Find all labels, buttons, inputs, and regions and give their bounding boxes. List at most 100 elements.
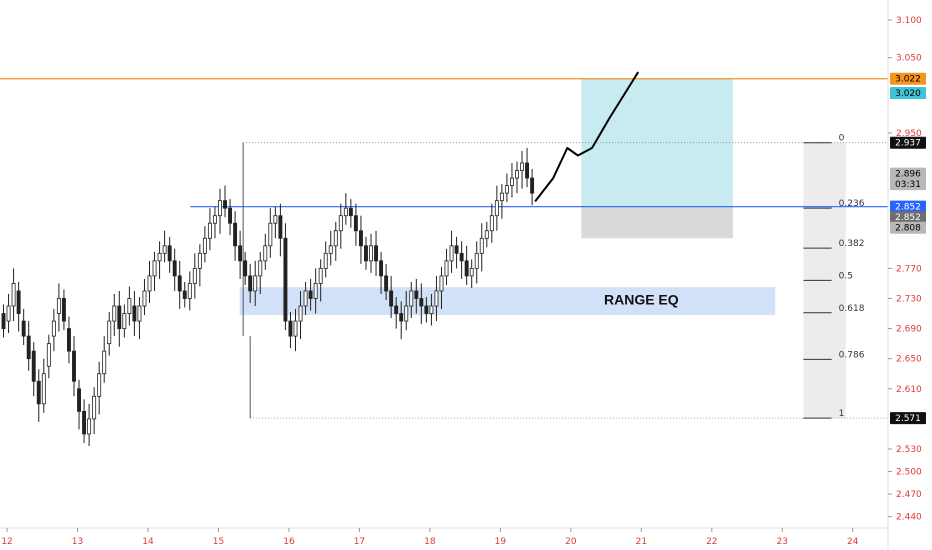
candle-body [46,343,51,367]
background-zones: RANGE EQ [239,78,846,419]
price-tag[interactable] [890,72,926,85]
candle-body [67,328,71,352]
price-tag-label: 03:31 [895,180,921,190]
candle-body [92,395,97,420]
candle-body [343,207,348,217]
candle-body [525,162,530,179]
candle-body [223,200,227,209]
time-tick-label: 16 [283,537,295,547]
price-tag[interactable] [890,412,926,425]
price-tag[interactable] [890,211,926,224]
candle-body [167,245,172,262]
candle-body [318,267,323,284]
fib-level-label: 0 [839,134,845,144]
fib-level-label: 0.382 [839,239,865,249]
candle-body [293,320,298,337]
price-tag-label: 3.020 [895,89,921,99]
candle-body [152,260,157,277]
candle-body [444,260,449,277]
candle-body [298,305,303,322]
time-axis: 12 13 14 15 16 17 18 19 20 21 22 23 24 [0,527,888,547]
candle-body [258,260,263,277]
candle-body [494,200,499,217]
candle-body [530,177,535,194]
level-lines [0,78,888,419]
price-axis: 3.100 3.050 2.950 2.770 2.730 2.690 2.650 2.610… [887,0,922,550]
price-tag[interactable] [890,167,926,180]
candle-body [41,373,46,405]
fibonacci-retracement: 0 0.236 0.382 0.5 0.618 0.786 1 [803,134,865,419]
time-tick-label: 19 [495,537,507,547]
candle-body [499,192,504,202]
candle-body [11,283,16,307]
projection-line[interactable] [534,71,639,202]
range-eq-zone[interactable] [239,287,776,316]
price-tick-label: 2.470 [896,490,922,500]
candle-body [61,298,66,322]
time-tick-label: 18 [424,537,436,547]
range-eq-label: RANGE EQ [604,292,679,308]
price-tick-label: 3.100 [896,16,922,26]
candle-body [268,222,273,247]
candle-body [202,237,207,254]
time-tick-label: 15 [213,537,224,547]
candle-body [353,215,358,232]
candle-body [323,252,328,269]
price-tag[interactable] [890,178,926,191]
candle-body [31,350,36,382]
candle-body [364,245,368,262]
price-tick-label: 2.650 [896,355,922,365]
candle-body [464,260,469,277]
candle-body [404,305,409,322]
price-tick-label: 2.690 [896,325,922,335]
candle-body [207,222,212,239]
candle-body [218,200,222,217]
candle-body [187,283,192,299]
candle-body [87,418,92,435]
candle-body [212,215,217,224]
candle-body [51,320,56,337]
time-tick-label: 12 [1,537,12,547]
candle-body [162,245,167,254]
price-tick-label: 2.440 [896,513,922,523]
candle-body [469,267,474,277]
candle-body [82,410,87,435]
candle-body [107,320,112,345]
candle-body [36,380,41,405]
projection-path [534,71,639,202]
price-tag[interactable] [890,136,926,149]
stop-zone[interactable] [581,206,733,239]
price-tag[interactable] [890,200,926,213]
candle-body [509,177,514,187]
candle-body [16,290,21,314]
candle-body [414,290,419,299]
candle-body [132,305,137,322]
time-tick-label: 23 [777,537,788,547]
price-tag-label: 2.808 [895,224,921,234]
fib-level-label: 0.236 [839,199,865,209]
candle-body [484,230,489,239]
candle-body [374,245,379,262]
price-tag-label: 2.571 [895,414,921,424]
time-tick-label: 20 [565,537,577,547]
candle-body [77,388,81,412]
candle-body [409,290,414,307]
candle-body [278,215,283,239]
fib-level-label: 0.5 [839,271,853,281]
candle-body [72,350,76,382]
candle-body [97,373,102,397]
candle-body [147,275,152,292]
price-tag[interactable] [890,87,926,100]
candle-body [369,245,373,262]
price-tag[interactable] [890,221,926,234]
candle-body [197,252,202,269]
price-tag-label: 3.022 [895,75,921,85]
candle-body [253,275,258,292]
candle-body [117,305,122,329]
price-tick-label: 2.500 [896,468,922,478]
time-tick-label: 22 [706,537,717,547]
candle-body [459,252,464,262]
candle-body [172,260,177,277]
candle-body [122,313,127,329]
